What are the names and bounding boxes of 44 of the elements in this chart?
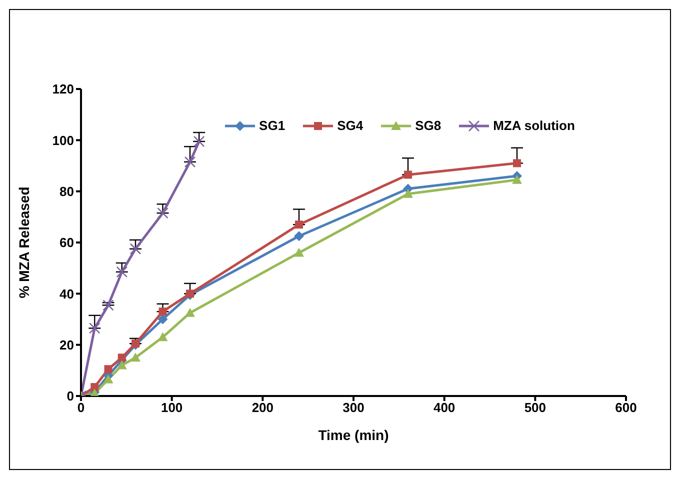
point	[102, 300, 114, 311]
point	[184, 156, 196, 168]
point	[104, 365, 112, 374]
x-tick-label: 300	[342, 400, 364, 416]
legend-label: MZA solution	[493, 118, 575, 133]
point	[295, 220, 303, 229]
x-tick-label: 200	[252, 400, 274, 416]
point	[88, 322, 100, 334]
point	[130, 352, 140, 362]
point	[404, 170, 412, 179]
point	[403, 188, 413, 198]
point	[185, 308, 195, 317]
point	[90, 383, 99, 392]
legend-label: SG1	[259, 118, 286, 133]
point	[513, 159, 521, 168]
point	[116, 360, 127, 370]
y-tick-label: 120	[52, 82, 74, 97]
x-tick-label: 400	[433, 400, 456, 416]
point	[116, 266, 128, 278]
point	[512, 174, 522, 184]
point	[294, 231, 304, 242]
y-tick-label: 80	[60, 184, 74, 199]
point	[294, 248, 304, 257]
point	[158, 332, 168, 342]
x-tick-label: 500	[524, 400, 546, 416]
x-tick-label: 100	[160, 400, 183, 416]
point	[103, 374, 114, 384]
point	[130, 243, 142, 255]
point	[158, 308, 167, 316]
y-tick-label: 20	[60, 337, 74, 352]
point	[118, 354, 126, 362]
point	[158, 314, 168, 324]
y-tick-label: 100	[52, 132, 74, 148]
legend-label: SG4	[337, 118, 364, 133]
point	[193, 136, 205, 148]
x-tick-label: 0	[77, 400, 85, 416]
y-tick-label: 60	[60, 235, 74, 250]
x-tick-label: 600	[615, 400, 637, 416]
y-axis-title: % MZA Released	[16, 186, 32, 298]
y-tick-label: 40	[60, 286, 74, 302]
legend-label: SG8	[415, 118, 442, 133]
x-axis-title: Time (min)	[318, 427, 389, 443]
point	[157, 207, 168, 219]
y-tick-label: 0	[66, 388, 74, 404]
